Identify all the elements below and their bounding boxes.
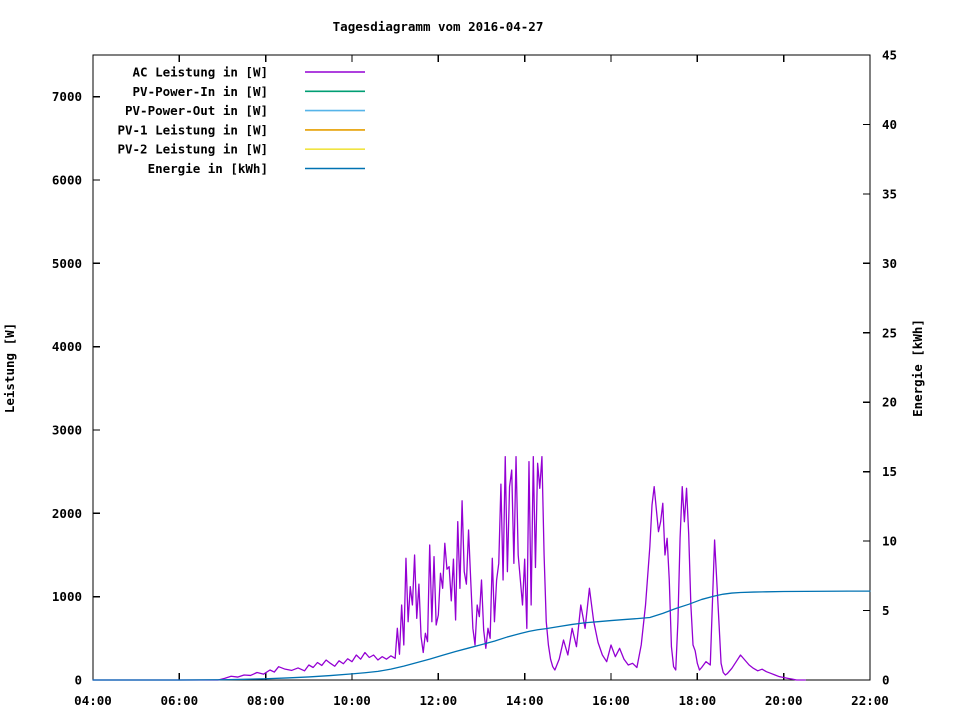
chart-title: Tagesdiagramm vom 2016-04-27 bbox=[333, 19, 544, 34]
x-tick-label: 06:00 bbox=[161, 693, 199, 708]
chart-legend: AC Leistung in [W] PV-Power-In in [W] PV-P… bbox=[117, 65, 365, 176]
y2-tick-label: 0 bbox=[882, 673, 890, 688]
y2-tick-label: 25 bbox=[882, 325, 897, 340]
legend-label-3: PV-1 Leistung in [W] bbox=[117, 122, 268, 137]
y2-tick-label: 15 bbox=[882, 464, 897, 479]
legend-label-2: PV-Power-Out in [W] bbox=[125, 103, 268, 118]
y-tick-label: 6000 bbox=[52, 173, 82, 188]
plot-frame bbox=[92, 54, 871, 681]
x-tick-label: 22:00 bbox=[851, 693, 889, 708]
legend-label-1: PV-Power-In in [W] bbox=[133, 84, 268, 99]
y2-tick-label: 35 bbox=[882, 186, 897, 201]
x-tick-label: 16:00 bbox=[592, 693, 630, 708]
x-tick-label: 12:00 bbox=[420, 693, 458, 708]
y2-tick-label: 45 bbox=[882, 48, 897, 63]
y-tick-label: 7000 bbox=[52, 89, 82, 104]
y2-axis-title: Energie [kWh] bbox=[910, 319, 925, 417]
y-tick-label: 2000 bbox=[52, 506, 82, 521]
y-tick-label: 3000 bbox=[52, 423, 82, 438]
data-series-layer bbox=[92, 456, 871, 681]
y2-tick-label: 5 bbox=[882, 603, 890, 618]
y2-tick-label: 20 bbox=[882, 395, 897, 410]
x-tick-label: 14:00 bbox=[506, 693, 544, 708]
y2-tick-label: 40 bbox=[882, 117, 897, 132]
x-tick-label: 20:00 bbox=[765, 693, 803, 708]
y-tick-label: 5000 bbox=[52, 256, 82, 271]
legend-label-4: PV-2 Leistung in [W] bbox=[117, 142, 268, 157]
x-axis-ticks: 04:00 06:00 08:00 10:00 12:00 14:00 16:00 18:00… bbox=[74, 55, 889, 708]
y-axis-ticks: 0 1000 2000 3000 4000 5000 6000 7000 bbox=[52, 89, 100, 688]
y2-tick-label: 10 bbox=[882, 534, 897, 549]
x-tick-label: 10:00 bbox=[333, 693, 371, 708]
series-line-ac-leistung-in-w bbox=[92, 456, 806, 681]
y2-tick-label: 30 bbox=[882, 256, 897, 271]
y-tick-label: 4000 bbox=[52, 339, 82, 354]
x-tick-label: 08:00 bbox=[247, 693, 285, 708]
y-tick-label: 1000 bbox=[52, 589, 82, 604]
y-tick-label: 0 bbox=[74, 673, 82, 688]
series-line-energie-in-kwh bbox=[92, 590, 871, 681]
y-axis-title: Leistung [W] bbox=[2, 323, 17, 413]
x-tick-label: 04:00 bbox=[74, 693, 112, 708]
legend-label-5: Energie in [kWh] bbox=[148, 161, 268, 176]
x-tick-label: 18:00 bbox=[679, 693, 717, 708]
legend-label-0: AC Leistung in [W] bbox=[133, 65, 268, 80]
